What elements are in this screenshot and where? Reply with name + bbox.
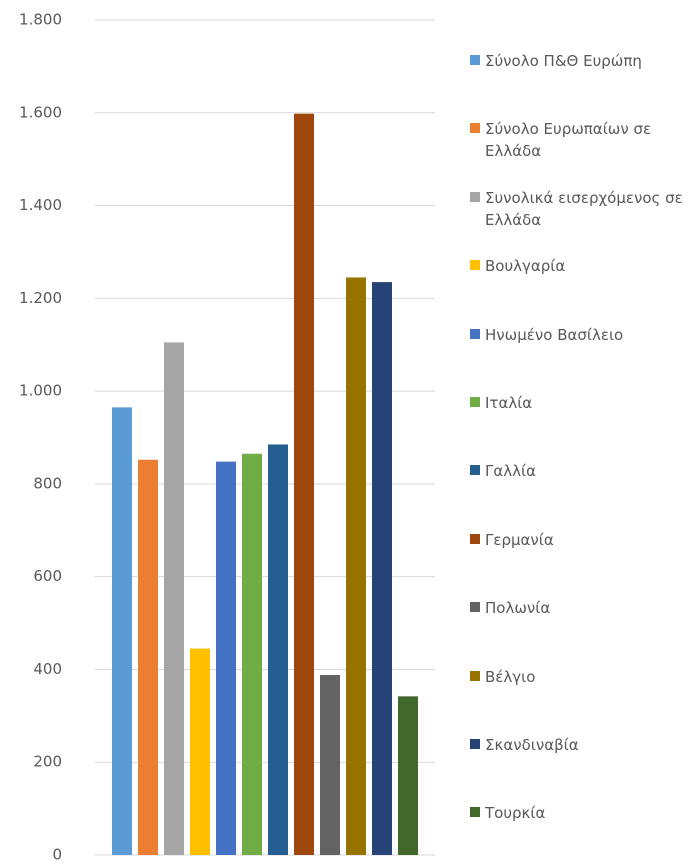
legend-item: Βέλγιο — [470, 666, 685, 688]
bar — [294, 113, 314, 855]
y-tick-label: 0 — [52, 846, 62, 862]
legend-label: Ιταλία — [485, 394, 533, 412]
legend-swatch — [470, 397, 480, 407]
legend-swatch — [470, 328, 480, 339]
legend-item: Γαλλία — [470, 460, 685, 482]
legend-item: Σύνολο Π&Θ Ευρώπη — [470, 50, 685, 72]
legend-item: Τουρκία — [470, 802, 685, 824]
legend-swatch — [470, 191, 480, 202]
bar — [216, 461, 236, 855]
legend-item: Ιταλία — [470, 392, 685, 414]
bar — [242, 453, 262, 855]
bar — [320, 675, 340, 855]
legend-label: Τουρκία — [485, 804, 546, 823]
bar — [164, 342, 184, 855]
legend-item: Βουλγαρία — [470, 255, 685, 277]
legend-swatch — [470, 533, 480, 544]
legend-label: Γαλλία — [485, 462, 536, 481]
y-tick-label: 400 — [33, 660, 62, 678]
bar — [398, 696, 418, 855]
bar — [138, 459, 158, 855]
y-tick-label: 1.000 — [19, 382, 62, 400]
bar — [346, 277, 366, 855]
legend-swatch — [470, 260, 480, 271]
y-tick-label: 200 — [33, 753, 62, 771]
legend-swatch — [470, 55, 480, 65]
legend-swatch — [470, 465, 480, 476]
y-tick-label: 1.800 — [19, 11, 62, 29]
legend-label: Πολωνία — [485, 599, 551, 618]
legend-swatch — [470, 602, 480, 613]
bar — [268, 444, 288, 855]
legend-item: Συνολικά εισερχόμενος σε Ελλάδα — [470, 187, 685, 231]
legend-swatch — [470, 670, 480, 681]
legend-label: Συνολικά εισερχόμενος σε Ελλάδα — [485, 188, 683, 229]
bar — [112, 407, 132, 855]
legend-label: Σύνολο Ευρωπαίων σε Ελλάδα — [485, 120, 652, 161]
legend-item: Ηνωμένο Βασίλειο — [470, 324, 685, 346]
legend-label: Βουλγαρία — [485, 257, 566, 276]
legend-item: Σκανδιναβία — [470, 734, 685, 756]
y-tick-label: 600 — [33, 567, 62, 585]
legend-swatch — [470, 739, 480, 749]
legend-item: Γερμανία — [470, 529, 685, 551]
legend-label: Ηνωμένο Βασίλειο — [485, 325, 624, 344]
legend-label: Σύνολο Π&Θ Ευρώπη — [485, 52, 642, 70]
legend-item: Σύνολο Ευρωπαίων σε Ελλάδα — [470, 118, 685, 162]
legend-item: Πολωνία — [470, 597, 685, 619]
y-tick-label: 800 — [33, 474, 62, 492]
bar — [190, 648, 210, 855]
legend-swatch — [470, 807, 480, 818]
legend-label: Σκανδιναβία — [485, 736, 579, 754]
y-tick-label: 1.600 — [19, 103, 62, 121]
bar — [372, 282, 392, 855]
legend-label: Γερμανία — [485, 530, 554, 549]
y-tick-label: 1.200 — [19, 289, 62, 307]
legend-swatch — [470, 123, 480, 134]
y-tick-label: 1.400 — [19, 196, 62, 214]
legend-label: Βέλγιο — [485, 667, 536, 686]
